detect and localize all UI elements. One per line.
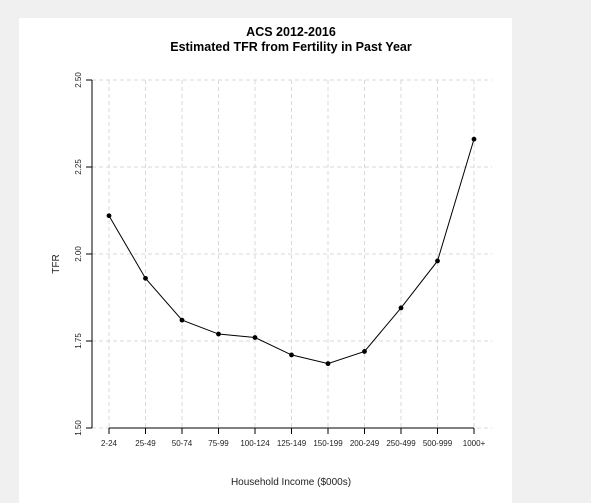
data-point [435, 258, 440, 264]
y-tick-label: 2.00 [74, 246, 83, 262]
x-axis-label: Household Income ($000s) [231, 477, 351, 488]
data-point [398, 305, 404, 311]
x-tick-label: 1000+ [463, 439, 486, 448]
chart-subtitle: Estimated TFR from Fertility in Past Yea… [170, 40, 412, 54]
data-point [216, 331, 221, 337]
y-tick-label: 2.50 [74, 72, 83, 88]
x-tick-label: 250-499 [386, 439, 416, 448]
x-tick-label: 2-24 [101, 439, 118, 448]
axes: 1.50 1.75 2.00 2.25 2.50 2-24 25-49 50-74 75-99 1… [74, 72, 486, 448]
y-tick-label: 1.50 [74, 420, 83, 436]
data-point [362, 349, 367, 354]
chart-title: ACS 2012-2016 [246, 25, 336, 39]
data-point [143, 275, 148, 281]
line-chart: ACS 2012-2016 Estimated TFR from Fertili… [51, 25, 492, 488]
x-tick-label: 100-124 [240, 439, 270, 448]
x-tick-label: 75-99 [208, 439, 229, 448]
data-point [106, 213, 112, 219]
data-point [179, 317, 185, 323]
y-tick-label: 1.75 [74, 333, 83, 349]
data-point [252, 335, 258, 340]
data-point [471, 136, 477, 142]
x-tick-label: 125-149 [277, 439, 307, 448]
chart-panel: ACS 2012-2016 Estimated TFR from Fertili… [19, 18, 512, 503]
x-tick-label: 25-49 [135, 439, 156, 448]
y-tick-label: 2.25 [74, 159, 83, 175]
x-tick-label: 150-199 [313, 439, 343, 448]
series [106, 136, 477, 367]
data-point [325, 361, 331, 367]
data-point [289, 352, 294, 358]
x-tick-label: 50-74 [172, 439, 193, 448]
y-axis-label: TFR [51, 254, 62, 273]
x-tick-label: 200-249 [350, 439, 380, 448]
grid-lines [92, 79, 492, 429]
x-tick-label: 500-999 [423, 439, 453, 448]
